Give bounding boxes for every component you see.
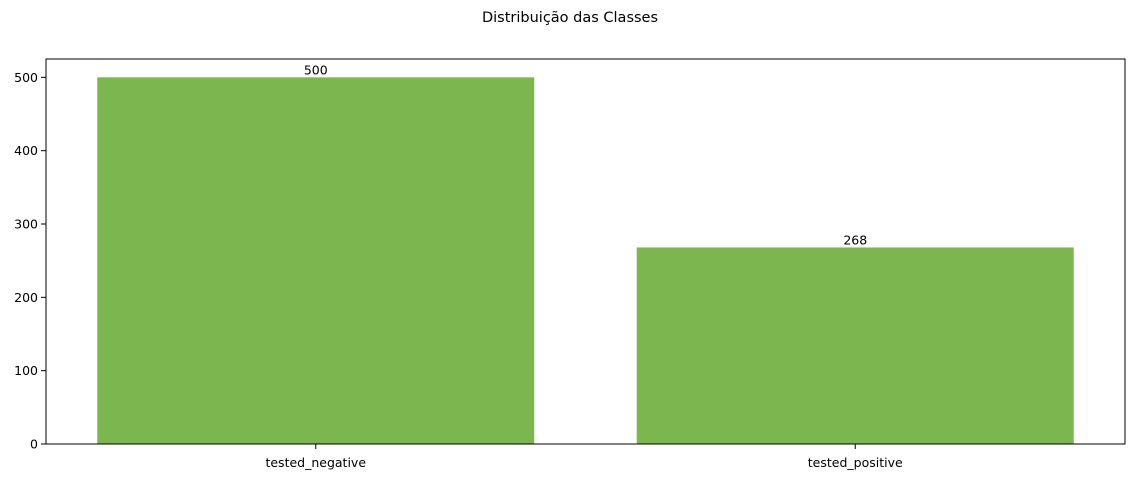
x-tick-label-tested_negative: tested_negative xyxy=(265,455,366,470)
bar-tested_negative xyxy=(97,77,535,444)
y-tick-label-0: 0 xyxy=(30,437,38,452)
data-label-tested_negative: 500 xyxy=(304,62,328,77)
data-label-tested_positive: 268 xyxy=(843,232,867,247)
bar-tested_positive xyxy=(636,247,1074,444)
y-tick-label-500: 500 xyxy=(14,70,38,85)
y-tick-label-400: 400 xyxy=(14,143,38,158)
y-tick-label-100: 100 xyxy=(14,363,38,378)
plot-frame xyxy=(45,58,1126,445)
x-tick-label-tested_positive: tested_positive xyxy=(808,455,903,470)
y-tick-label-200: 200 xyxy=(14,290,38,305)
plot-area: 500 tested_negative 268 tested_positive 0 100… xyxy=(14,58,1126,470)
y-tick-label-300: 300 xyxy=(14,217,38,232)
chart-title: Distribuição das Classes xyxy=(482,10,658,26)
